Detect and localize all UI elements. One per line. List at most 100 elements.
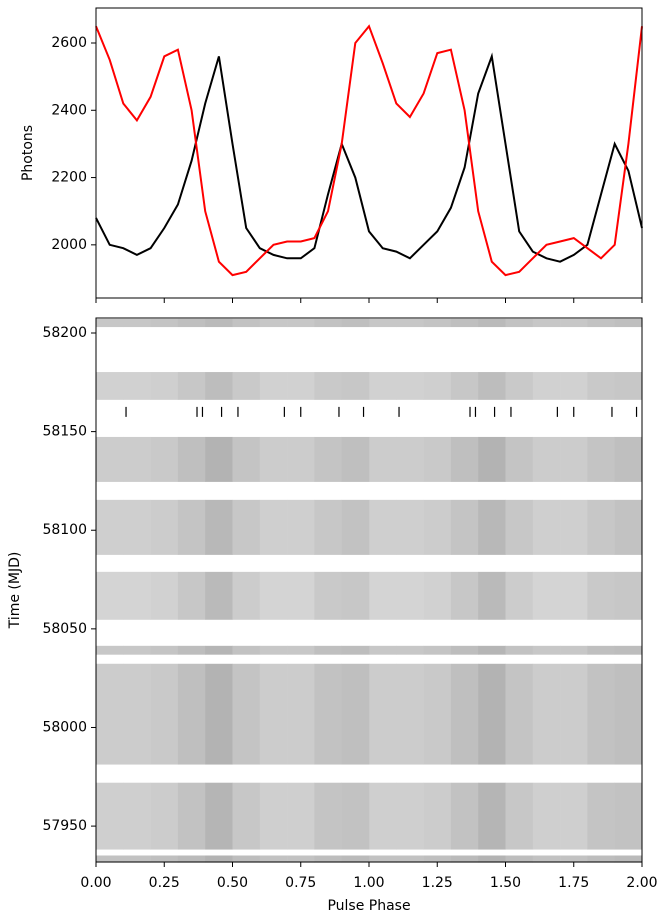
phaseogram-cell bbox=[478, 782, 506, 850]
phaseogram-cell bbox=[532, 571, 561, 620]
phaseogram-cell bbox=[96, 436, 124, 482]
phaseogram-cell bbox=[96, 318, 124, 328]
phaseogram-cell bbox=[505, 436, 534, 482]
phaseogram-cell bbox=[287, 855, 315, 863]
phaseogram-cell bbox=[450, 782, 479, 850]
phaseogram-cell bbox=[314, 436, 342, 482]
phaseogram-cell bbox=[560, 855, 588, 863]
x-tick-label: 1.75 bbox=[558, 875, 589, 891]
phaseogram-cell bbox=[614, 499, 643, 555]
phaseogram-cell bbox=[478, 436, 506, 482]
phaseogram-cell bbox=[560, 499, 588, 555]
phaseogram-cell bbox=[232, 436, 261, 482]
axes-frame bbox=[95, 317, 643, 863]
phaseogram-cell bbox=[505, 499, 534, 555]
y-tick-label: 58200 bbox=[42, 325, 87, 341]
phaseogram-cell bbox=[614, 372, 643, 400]
phaseogram-cell bbox=[205, 571, 233, 620]
phaseogram-cell bbox=[532, 372, 561, 400]
phaseogram-cell bbox=[532, 782, 561, 850]
profile-line bbox=[95, 52, 643, 263]
phaseogram-cell bbox=[505, 318, 534, 328]
phaseogram-cell bbox=[532, 855, 561, 863]
phaseogram-cell bbox=[587, 782, 615, 850]
phaseogram-cell bbox=[287, 645, 315, 655]
phaseogram-cell bbox=[287, 782, 315, 850]
phaseogram-cell bbox=[369, 663, 397, 765]
phaseogram-cell bbox=[396, 645, 424, 655]
phaseogram-cell bbox=[232, 318, 261, 328]
phaseogram-cell bbox=[478, 499, 506, 555]
phaseogram-cell bbox=[396, 436, 424, 482]
phaseogram-cell bbox=[369, 318, 397, 328]
phaseogram-cell bbox=[259, 571, 288, 620]
phaseogram-cell bbox=[532, 436, 561, 482]
phaseogram-cell bbox=[177, 436, 206, 482]
phaseogram-cell bbox=[177, 318, 206, 328]
phaseogram-cell bbox=[587, 645, 615, 655]
phaseogram-cell bbox=[587, 663, 615, 765]
phaseogram-cell bbox=[314, 663, 342, 765]
phaseogram-cell bbox=[150, 499, 179, 555]
phaseogram-cell bbox=[505, 663, 534, 765]
phaseogram-cell bbox=[587, 855, 615, 863]
phaseogram-cell bbox=[505, 645, 534, 655]
phaseogram-cell bbox=[587, 571, 615, 620]
phaseogram-cell bbox=[123, 318, 151, 328]
phaseogram-cell bbox=[177, 499, 206, 555]
phaseogram-cell bbox=[341, 663, 370, 765]
phaseogram-cell bbox=[423, 372, 452, 400]
phaseogram-cell bbox=[314, 855, 342, 863]
phaseogram-cell bbox=[150, 645, 179, 655]
phaseogram-cell bbox=[614, 663, 643, 765]
phaseogram-cell bbox=[587, 436, 615, 482]
phaseogram-cell bbox=[123, 663, 151, 765]
phaseogram-cell bbox=[396, 782, 424, 850]
phaseogram-cell bbox=[341, 318, 370, 328]
y-axis-label: Time (MJD) bbox=[7, 552, 23, 630]
phaseogram-cell bbox=[150, 782, 179, 850]
phaseogram-cell bbox=[287, 436, 315, 482]
y-tick-label: 2600 bbox=[51, 35, 87, 51]
phaseogram-cell bbox=[259, 436, 288, 482]
phaseogram-cell bbox=[96, 855, 124, 863]
x-tick-label: 0.25 bbox=[149, 875, 180, 891]
phaseogram-cell bbox=[560, 571, 588, 620]
phaseogram-cell bbox=[450, 318, 479, 328]
phaseogram-cell bbox=[450, 499, 479, 555]
phaseogram-cell bbox=[205, 372, 233, 400]
phaseogram-cell bbox=[123, 645, 151, 655]
phaseogram-cell bbox=[259, 318, 288, 328]
phaseogram-cell bbox=[396, 372, 424, 400]
phaseogram-cell bbox=[396, 855, 424, 863]
phaseogram-cell bbox=[450, 663, 479, 765]
phaseogram-cell bbox=[287, 571, 315, 620]
phaseogram-cell bbox=[123, 571, 151, 620]
phaseogram-cell bbox=[505, 372, 534, 400]
phaseogram-cell bbox=[369, 645, 397, 655]
x-tick-label: 1.00 bbox=[353, 875, 384, 891]
phaseogram-cell bbox=[341, 436, 370, 482]
y-tick-label: 57950 bbox=[42, 818, 87, 834]
phaseogram-cell bbox=[532, 318, 561, 328]
phaseogram-cell bbox=[314, 499, 342, 555]
phaseogram-cell bbox=[287, 318, 315, 328]
phaseogram-cell bbox=[232, 782, 261, 850]
phaseogram-cell bbox=[450, 571, 479, 620]
phaseogram-cell bbox=[478, 645, 506, 655]
x-axis-label: Pulse Phase bbox=[327, 898, 410, 914]
phaseogram-cell bbox=[587, 499, 615, 555]
phaseogram-cell bbox=[205, 855, 233, 863]
axes-frame bbox=[95, 7, 643, 299]
phaseogram-cell bbox=[614, 645, 643, 655]
phaseogram-cell bbox=[423, 663, 452, 765]
phaseogram-cell bbox=[614, 436, 643, 482]
phaseogram-cell bbox=[314, 782, 342, 850]
phaseogram-cell bbox=[369, 499, 397, 555]
phaseogram-cell bbox=[177, 571, 206, 620]
phaseogram-cell bbox=[505, 571, 534, 620]
phaseogram-cell bbox=[532, 645, 561, 655]
phaseogram-cell bbox=[177, 663, 206, 765]
y-tick-label: 2400 bbox=[51, 102, 87, 118]
